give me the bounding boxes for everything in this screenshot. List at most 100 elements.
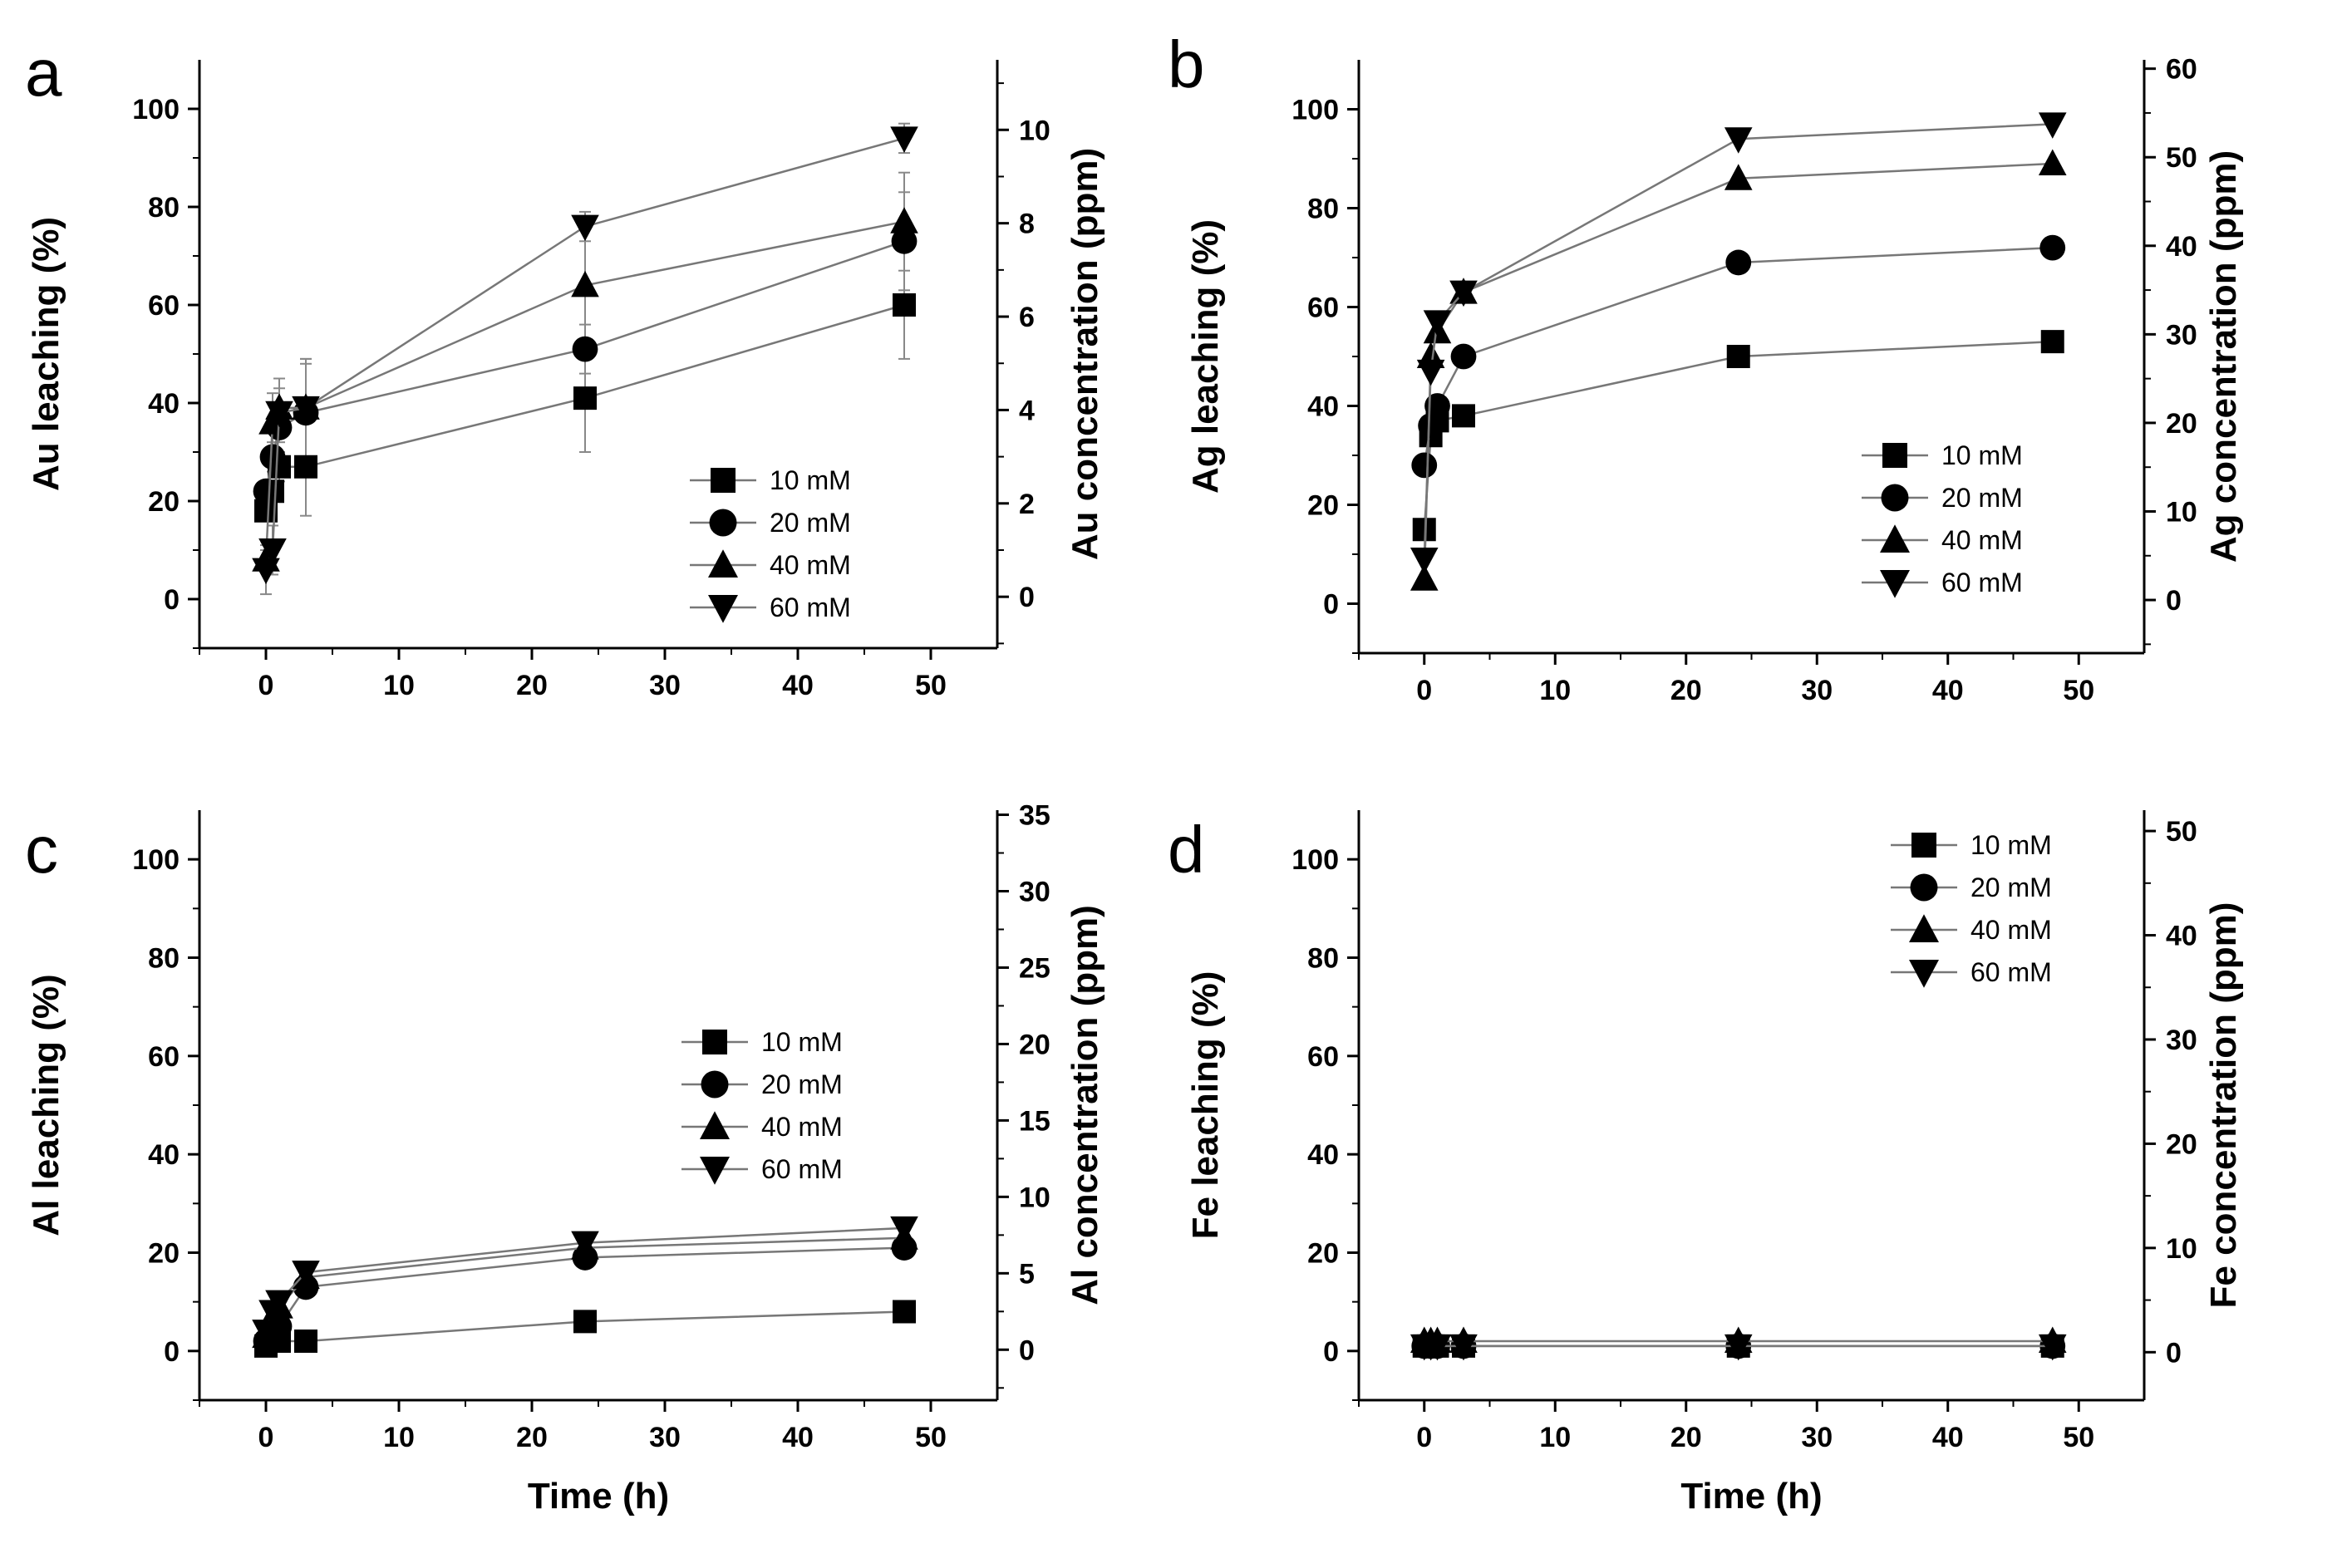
legend-label: 10 mM [1970, 830, 2052, 860]
y2-tick-label: 20 [2166, 408, 2197, 440]
data-point-triangle-down [1410, 547, 1439, 574]
legend-label: 40 mM [761, 1112, 843, 1142]
y-tick-label: 40 [1307, 1139, 1339, 1171]
data-point-triangle-down [890, 1216, 918, 1243]
x-tick-label: 10 [383, 1422, 415, 1453]
data-point-circle [1418, 412, 1444, 439]
data-point-square [254, 499, 278, 523]
y-tick-label: 60 [1307, 292, 1339, 324]
data-point-triangle-down [258, 538, 287, 565]
legend-label: 10 mM [761, 1027, 843, 1057]
y-tick-label: 40 [148, 388, 180, 420]
data-point-circle [1411, 452, 1438, 479]
data-point-triangle-down [1416, 359, 1445, 386]
data-point-square [294, 1330, 317, 1353]
y-tick-label: 100 [132, 844, 180, 876]
data-point-square [893, 1300, 916, 1324]
panel-letter: a [25, 36, 62, 110]
y-tick-label: 80 [1307, 194, 1339, 225]
legend-marker-triangle-up [1880, 524, 1910, 553]
legend-marker-triangle-down [1880, 570, 1910, 598]
y2-tick-label: 10 [2166, 496, 2197, 528]
legend-marker-square [711, 468, 736, 493]
y2-tick-label: 10 [2166, 1233, 2197, 1265]
data-point-circle [891, 228, 918, 254]
y2-tick-label: 40 [2166, 921, 2197, 952]
data-point-triangle-down [252, 558, 280, 585]
y-tick-label: 60 [1307, 1041, 1339, 1073]
legend-marker-square [1911, 833, 1936, 858]
legend-label: 40 mM [1970, 915, 2052, 945]
y2-tick-label: 35 [1019, 800, 1050, 832]
legend-marker-triangle-down [1909, 960, 1939, 988]
legend-marker-circle [1881, 484, 1909, 512]
x-tick-label: 10 [1539, 675, 1571, 706]
y2-tick-label: 60 [2166, 54, 2197, 86]
data-point-triangle-down [1724, 1334, 1753, 1361]
legend-label: 60 mM [770, 592, 851, 622]
data-point-triangle-down [1724, 127, 1753, 154]
x-tick-label: 10 [1539, 1422, 1571, 1453]
series-line-triangle-up [1423, 162, 2053, 579]
x-tick-label: 30 [1801, 675, 1833, 706]
x-tick-label: 0 [258, 1422, 274, 1453]
legend-label: 60 mM [1970, 957, 2052, 987]
y2-axis-title: Fe concentration (ppm) [2203, 902, 2244, 1309]
y-tick-label: 0 [164, 584, 180, 616]
x-axis-title: Time (h) [1680, 1476, 1822, 1516]
data-point-triangle-up [1410, 564, 1439, 591]
x-tick-label: 0 [1416, 1422, 1432, 1453]
data-point-square [1726, 345, 1750, 368]
legend-marker-circle [701, 1070, 729, 1099]
legend-label: 40 mM [1941, 525, 2023, 555]
data-point-triangle-down [571, 1231, 599, 1258]
legend-label: 10 mM [770, 465, 851, 495]
data-point-triangle-down [890, 126, 918, 153]
y-tick-label: 80 [1307, 943, 1339, 975]
data-point-triangle-up [1724, 164, 1753, 190]
y-tick-label: 100 [132, 94, 180, 125]
legend-label: 20 mM [1970, 872, 2052, 902]
data-point-circle [259, 444, 286, 470]
data-point-triangle-down [265, 401, 293, 428]
legend-label: 40 mM [770, 550, 851, 580]
y-axis-title: Au leaching (%) [26, 217, 66, 491]
legend-marker-triangle-up [708, 549, 738, 578]
data-point-triangle-down [1449, 280, 1478, 307]
y-tick-label: 60 [148, 1041, 180, 1073]
data-point-triangle-up [890, 207, 918, 233]
data-point-triangle-down [1449, 1334, 1478, 1361]
data-point-circle [1424, 393, 1450, 419]
legend-label: 60 mM [761, 1154, 843, 1184]
y2-tick-label: 15 [1019, 1105, 1050, 1137]
y2-axis-title: Al concentration (ppm) [1065, 905, 1105, 1305]
legend-marker-circle [1910, 873, 1938, 902]
x-tick-label: 20 [516, 670, 548, 701]
y-tick-label: 80 [148, 192, 180, 224]
series-line-square [1423, 340, 2053, 530]
y2-tick-label: 8 [1019, 209, 1035, 240]
panel-letter: b [1168, 27, 1205, 101]
x-tick-label: 50 [2063, 1422, 2094, 1453]
y2-tick-label: 6 [1019, 302, 1035, 333]
legend-label: 20 mM [770, 508, 851, 538]
y2-tick-label: 0 [2166, 585, 2182, 617]
x-tick-label: 20 [1670, 675, 1702, 706]
y2-tick-label: 25 [1019, 952, 1050, 984]
x-tick-label: 30 [1801, 1422, 1833, 1453]
data-point-triangle-down [265, 1290, 293, 1317]
series-line-triangle-up [264, 220, 905, 560]
y-tick-label: 20 [148, 486, 180, 518]
y2-tick-label: 20 [2166, 1128, 2197, 1160]
y-axis-title: Al leaching (%) [26, 974, 66, 1236]
series-line-triangle-down [1423, 123, 2053, 559]
panel-letter: c [25, 813, 58, 887]
y-tick-label: 20 [148, 1238, 180, 1270]
legend-label: 20 mM [1941, 483, 2023, 513]
y2-tick-label: 40 [2166, 231, 2197, 263]
x-tick-label: 40 [782, 1422, 814, 1453]
y2-tick-label: 0 [1019, 582, 1035, 613]
y-tick-label: 0 [164, 1336, 180, 1368]
data-point-square [893, 293, 916, 317]
